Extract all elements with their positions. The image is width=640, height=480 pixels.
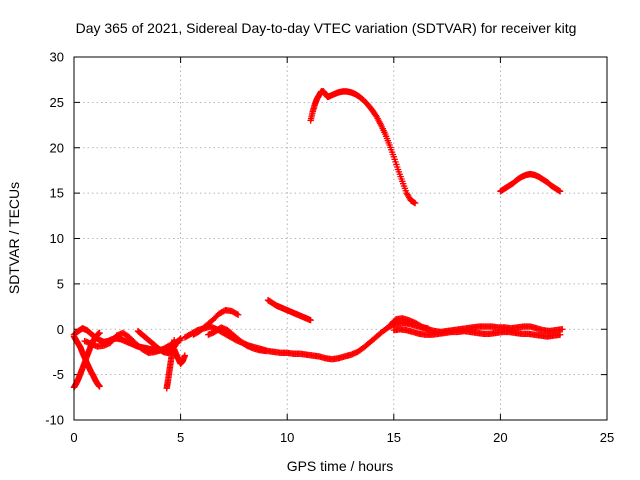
- data-point: [556, 331, 564, 338]
- data-point: [556, 188, 564, 195]
- series-arc-2: [70, 333, 103, 390]
- data-point: [234, 311, 242, 318]
- x-tick-label: 20: [493, 430, 507, 445]
- x-axis-label: GPS time / hours: [287, 458, 394, 474]
- x-tick-label: 25: [600, 430, 614, 445]
- axis-ticks: 0 5 10 15 20 25 -10 -5 0 5 10 15 20 25 30: [45, 50, 614, 446]
- series-arc-12: [307, 88, 419, 207]
- x-tick-label: 10: [280, 430, 294, 445]
- y-tick-label: 15: [50, 186, 64, 201]
- series-arc-14: [390, 326, 564, 340]
- series-arc-7: [171, 346, 189, 367]
- data-point: [307, 316, 314, 324]
- data-point: [171, 336, 178, 344]
- series-arc-10: [205, 324, 270, 355]
- data-point: [262, 347, 270, 355]
- data-point: [176, 336, 183, 343]
- y-tick-label: 5: [57, 276, 64, 291]
- data-markers: [70, 88, 566, 392]
- plot-frame: [73, 56, 608, 421]
- y-tick-label: -10: [45, 413, 64, 428]
- x-tick-label: 5: [177, 430, 184, 445]
- data-point: [233, 310, 241, 318]
- series-arc-15: [497, 170, 564, 195]
- y-tick-label: 25: [50, 95, 64, 110]
- y-tick-label: 30: [50, 50, 64, 65]
- data-point: [559, 326, 566, 333]
- chart-title: Day 365 of 2021, Sidereal Day-to-day VTE…: [76, 20, 577, 36]
- series-arc-9: [190, 306, 242, 338]
- data-point: [96, 329, 103, 337]
- series-arc-11: [264, 297, 314, 324]
- y-tick-label: -5: [52, 367, 64, 382]
- data-point: [181, 352, 189, 359]
- data-point: [411, 199, 419, 207]
- data-point: [177, 335, 184, 342]
- y-tick-label: 10: [50, 231, 64, 246]
- x-tick-label: 15: [387, 430, 401, 445]
- y-tick-label: 20: [50, 140, 64, 155]
- data-point: [96, 383, 103, 390]
- x-tick-label: 0: [70, 430, 77, 445]
- grid-lines: [74, 57, 607, 420]
- y-axis-label: SDTVAR / TECUs: [6, 182, 22, 294]
- y-tick-label: 0: [57, 322, 64, 337]
